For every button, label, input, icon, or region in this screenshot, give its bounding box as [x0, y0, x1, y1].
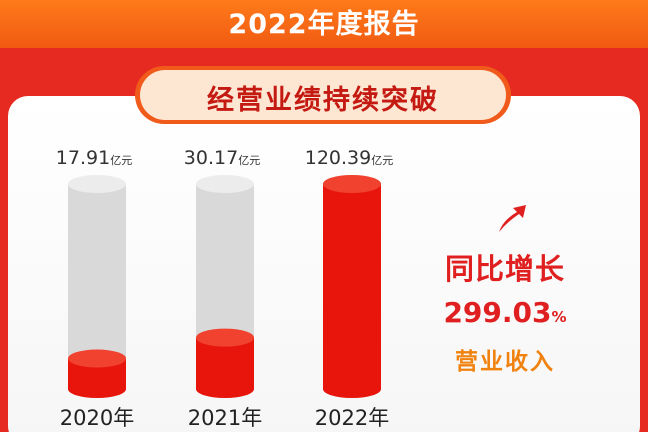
bar	[323, 184, 381, 389]
value-number: 30.17	[184, 147, 238, 169]
section-title-pill-inner	[140, 70, 506, 120]
bar-top	[68, 349, 126, 368]
value-label: 120.39亿元	[305, 147, 393, 169]
up-arrow-icon	[499, 205, 526, 232]
growth-label: 同比增长	[444, 252, 565, 286]
bar-top	[323, 175, 381, 193]
growth-unit: %	[551, 308, 567, 326]
growth-metric: 营业收入	[455, 349, 555, 375]
value-label: 30.17亿元	[184, 147, 260, 169]
value-unit: 亿元	[371, 154, 393, 167]
value-number: 120.39	[305, 147, 371, 169]
bar-track-top	[68, 175, 126, 193]
section-title: 经营业绩持续突破	[207, 85, 439, 116]
bar-bottom	[68, 380, 126, 398]
top-banner: 2022年度报告	[0, 0, 648, 48]
bar-track-top	[196, 175, 254, 193]
growth-value-group: 299.03%	[420, 296, 590, 329]
bar-bottom	[196, 380, 254, 398]
growth-value: 299.03	[443, 296, 552, 329]
category-label: 2021年	[188, 406, 262, 430]
category-label: 2022年	[315, 406, 389, 430]
bar-bottom	[323, 380, 381, 398]
value-label: 17.91亿元	[56, 147, 132, 169]
category-label: 2020年	[60, 406, 134, 430]
value-unit: 亿元	[238, 154, 260, 167]
bar-top	[196, 328, 254, 347]
value-unit: 亿元	[110, 154, 132, 167]
report-title: 2022年度报告	[228, 9, 420, 40]
value-number: 17.91	[56, 147, 110, 169]
